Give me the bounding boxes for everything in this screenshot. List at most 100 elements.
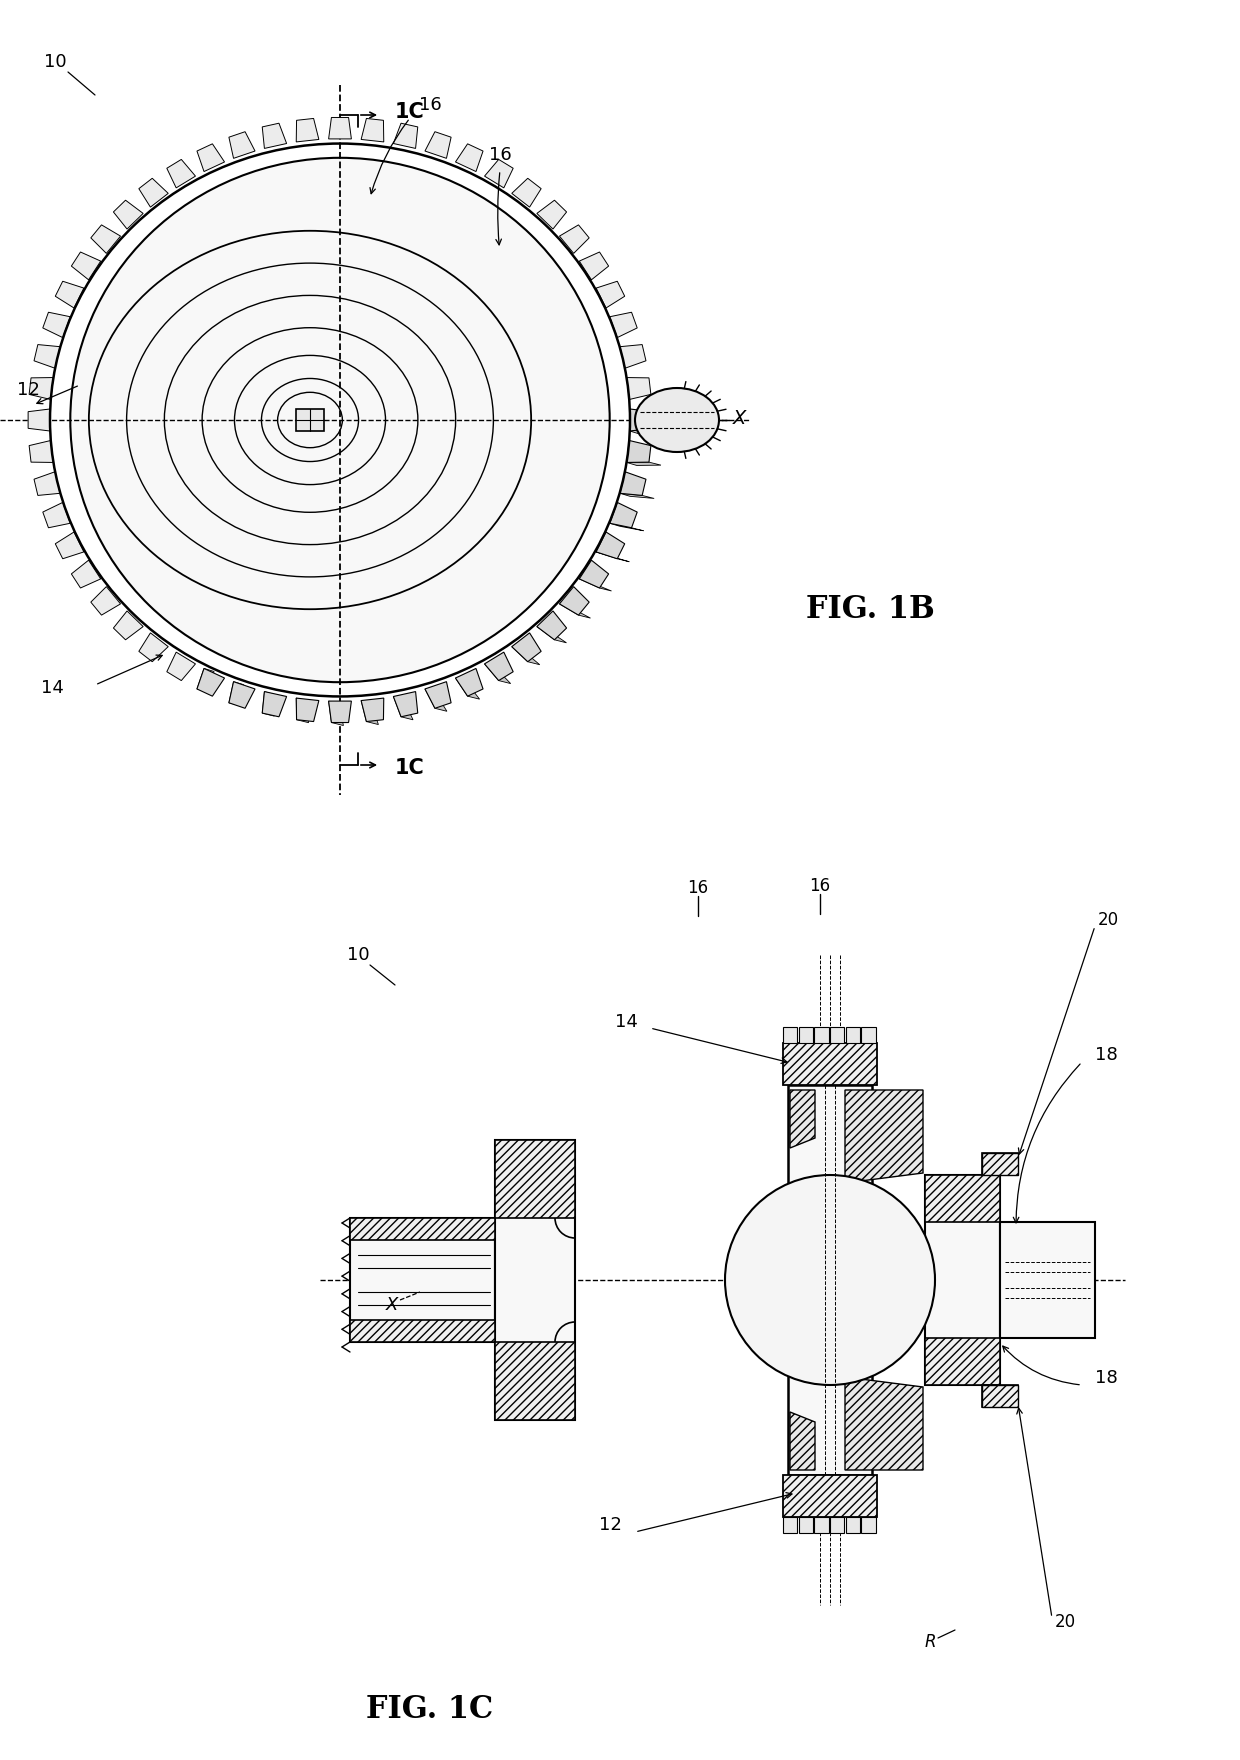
Polygon shape xyxy=(790,1412,815,1470)
Polygon shape xyxy=(455,144,484,171)
Polygon shape xyxy=(455,669,484,697)
Polygon shape xyxy=(197,669,215,692)
Polygon shape xyxy=(393,123,418,148)
Polygon shape xyxy=(43,502,71,528)
Polygon shape xyxy=(393,697,413,720)
Polygon shape xyxy=(361,700,378,725)
Text: 16: 16 xyxy=(419,97,441,114)
Polygon shape xyxy=(425,132,451,158)
Polygon shape xyxy=(596,553,629,561)
Polygon shape xyxy=(329,700,351,723)
Text: 20: 20 xyxy=(1054,1612,1075,1632)
Polygon shape xyxy=(361,118,383,143)
Polygon shape xyxy=(329,118,351,139)
Polygon shape xyxy=(425,681,451,708)
Polygon shape xyxy=(610,312,637,338)
Polygon shape xyxy=(537,611,567,641)
Polygon shape xyxy=(495,1140,575,1218)
Polygon shape xyxy=(91,586,120,616)
Polygon shape xyxy=(620,493,655,498)
Polygon shape xyxy=(197,669,224,697)
Polygon shape xyxy=(229,681,255,708)
Bar xyxy=(815,1028,828,1044)
Polygon shape xyxy=(512,634,541,662)
Polygon shape xyxy=(72,560,100,588)
Bar xyxy=(799,1517,813,1533)
Bar xyxy=(846,1028,859,1044)
Polygon shape xyxy=(262,692,286,716)
Polygon shape xyxy=(925,1176,999,1221)
Polygon shape xyxy=(113,201,143,229)
Polygon shape xyxy=(844,1089,923,1183)
Bar xyxy=(782,1028,797,1044)
Text: 18: 18 xyxy=(1095,1045,1117,1065)
Text: X: X xyxy=(386,1295,398,1315)
Polygon shape xyxy=(782,1044,877,1084)
Polygon shape xyxy=(626,463,661,465)
Polygon shape xyxy=(29,378,53,400)
Polygon shape xyxy=(296,118,319,143)
Polygon shape xyxy=(620,345,646,368)
Bar xyxy=(925,1176,999,1385)
Polygon shape xyxy=(790,1089,815,1148)
Text: FIG. 1C: FIG. 1C xyxy=(366,1695,494,1725)
Polygon shape xyxy=(350,1218,495,1241)
Text: 16: 16 xyxy=(810,876,831,896)
Polygon shape xyxy=(393,692,418,716)
Bar xyxy=(999,1221,1095,1338)
Polygon shape xyxy=(537,201,567,229)
Polygon shape xyxy=(630,408,652,431)
Polygon shape xyxy=(579,579,611,591)
Polygon shape xyxy=(844,1376,923,1470)
Bar xyxy=(495,1140,575,1420)
Polygon shape xyxy=(559,586,589,616)
Text: 14: 14 xyxy=(41,679,63,697)
Polygon shape xyxy=(167,160,196,188)
Polygon shape xyxy=(925,1338,999,1385)
Polygon shape xyxy=(72,252,100,280)
Polygon shape xyxy=(296,699,309,723)
Text: 16: 16 xyxy=(687,878,708,898)
Polygon shape xyxy=(559,604,590,618)
Bar xyxy=(830,1028,844,1044)
Polygon shape xyxy=(296,699,319,722)
Polygon shape xyxy=(495,1341,575,1420)
Bar xyxy=(350,1218,495,1341)
Bar xyxy=(846,1517,859,1533)
Polygon shape xyxy=(982,1153,1018,1176)
Polygon shape xyxy=(596,532,625,558)
Polygon shape xyxy=(139,178,169,208)
Text: FIG. 1B: FIG. 1B xyxy=(806,595,935,625)
Polygon shape xyxy=(455,678,480,699)
Polygon shape xyxy=(630,428,663,435)
Polygon shape xyxy=(33,345,60,368)
Polygon shape xyxy=(610,523,644,532)
Polygon shape xyxy=(559,225,589,253)
Polygon shape xyxy=(425,688,446,711)
Polygon shape xyxy=(485,653,513,681)
Polygon shape xyxy=(626,440,651,463)
Polygon shape xyxy=(29,440,53,463)
Text: 12: 12 xyxy=(16,380,40,400)
Text: 18: 18 xyxy=(1095,1369,1117,1387)
Bar xyxy=(982,1385,1018,1406)
Polygon shape xyxy=(43,312,71,338)
Circle shape xyxy=(725,1176,935,1385)
Polygon shape xyxy=(197,144,224,171)
Bar xyxy=(782,1517,797,1533)
Text: X: X xyxy=(733,408,746,428)
Polygon shape xyxy=(56,282,84,308)
Polygon shape xyxy=(485,664,511,683)
Polygon shape xyxy=(139,634,169,662)
Text: 20: 20 xyxy=(1097,912,1118,929)
Polygon shape xyxy=(579,560,609,588)
Polygon shape xyxy=(91,225,120,253)
Bar xyxy=(799,1028,813,1044)
Bar xyxy=(815,1517,828,1533)
Bar xyxy=(830,1517,844,1533)
Polygon shape xyxy=(350,1320,495,1341)
Polygon shape xyxy=(512,178,541,208)
Text: 14: 14 xyxy=(615,1014,639,1031)
Text: 10: 10 xyxy=(43,53,66,70)
Text: 10: 10 xyxy=(347,945,370,964)
